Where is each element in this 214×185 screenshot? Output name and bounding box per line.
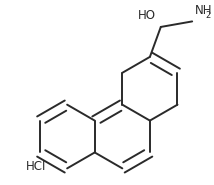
Text: 2: 2 — [206, 11, 211, 20]
Text: HCl: HCl — [25, 160, 46, 173]
Text: NH: NH — [195, 4, 212, 17]
Text: HO: HO — [138, 9, 156, 22]
